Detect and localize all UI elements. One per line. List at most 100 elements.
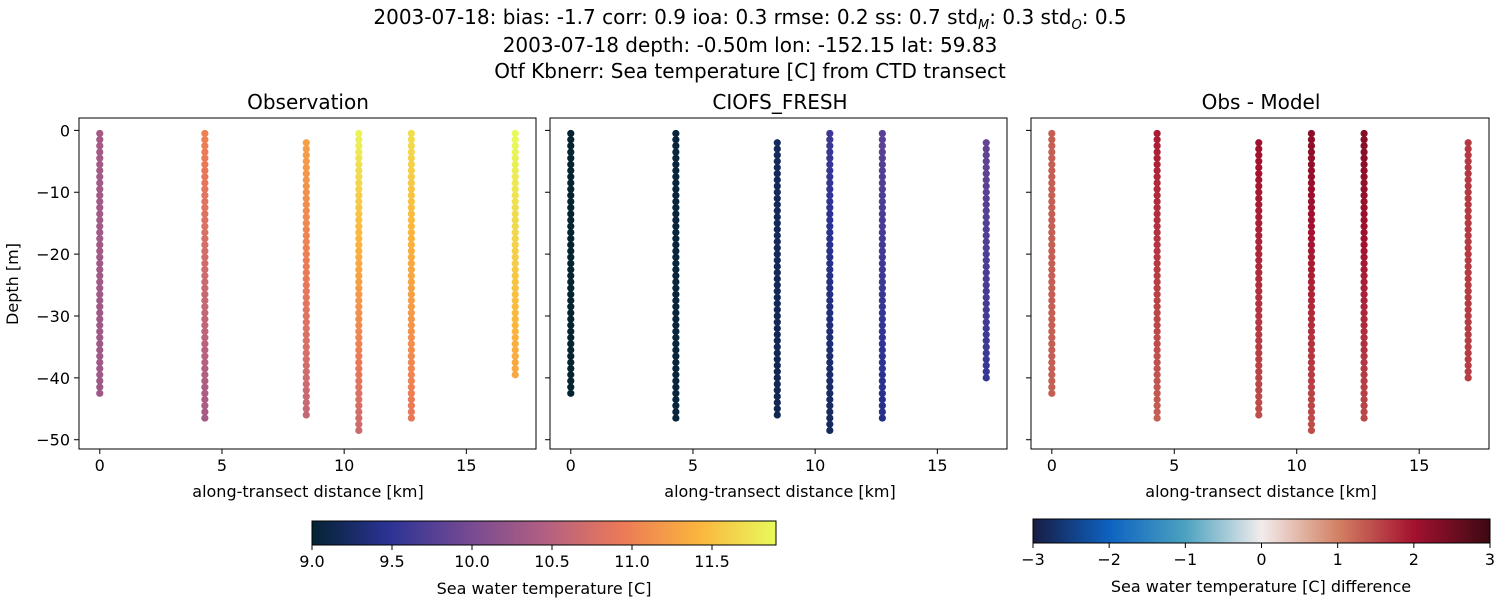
- data-point: [982, 287, 990, 295]
- data-point: [773, 343, 781, 351]
- data-point: [201, 309, 209, 317]
- data-point: [1255, 176, 1263, 184]
- data-point: [1360, 408, 1368, 416]
- data-point: [355, 154, 363, 162]
- data-point: [1153, 253, 1161, 261]
- data-point: [96, 334, 104, 342]
- data-point: [1048, 185, 1056, 193]
- data-point: [1360, 346, 1368, 354]
- data-point: [672, 148, 680, 156]
- data-point: [826, 235, 834, 243]
- colorbar-tick-label: 10.0: [454, 552, 490, 571]
- data-point: [201, 148, 209, 156]
- data-point: [96, 364, 104, 373]
- data-point: [982, 219, 990, 227]
- colorbar-gradient: [1032, 518, 1491, 544]
- data-point: [773, 225, 781, 233]
- data-point: [302, 343, 310, 351]
- data-point: [826, 420, 834, 428]
- data-point: [773, 176, 781, 184]
- data-point: [1255, 182, 1263, 190]
- data-point: [878, 334, 886, 342]
- data-point: [878, 166, 886, 175]
- colorbar-tick-label: 2: [1409, 550, 1419, 569]
- data-point: [567, 259, 575, 267]
- data-point: [826, 309, 834, 317]
- data-point: [1153, 364, 1161, 373]
- data-point: [407, 309, 415, 317]
- data-point: [407, 334, 415, 342]
- data-point: [302, 281, 310, 289]
- data-point: [826, 327, 834, 336]
- data-point: [1255, 318, 1263, 326]
- data-point: [1360, 228, 1368, 237]
- data-point: [672, 222, 680, 230]
- data-point: [567, 346, 575, 354]
- axes-frame: [549, 117, 1008, 450]
- data-point: [567, 136, 575, 144]
- data-point: [1255, 244, 1263, 252]
- data-point: [1153, 346, 1161, 354]
- data-point: [1360, 259, 1368, 267]
- data-point: [1464, 201, 1472, 209]
- data-point: [672, 334, 680, 342]
- data-point: [1307, 402, 1316, 410]
- data-point: [567, 321, 575, 329]
- data-point: [355, 241, 363, 249]
- data-point: [302, 269, 310, 277]
- data-point: [773, 157, 781, 165]
- axes-frame: [78, 117, 537, 450]
- data-point: [96, 303, 104, 311]
- data-point: [672, 259, 680, 267]
- data-point: [878, 228, 886, 237]
- data-point: [672, 408, 680, 416]
- data-point: [982, 238, 990, 246]
- data-point: [1255, 330, 1263, 339]
- data-point: [1464, 312, 1472, 320]
- data-point: [1464, 182, 1472, 190]
- data-point: [826, 321, 834, 329]
- data-point: [407, 241, 415, 249]
- data-point: [201, 408, 209, 416]
- data-point: [1307, 352, 1316, 360]
- data-point: [407, 383, 415, 391]
- data-point: [302, 176, 310, 184]
- data-point: [1153, 284, 1161, 292]
- data-point: [1464, 306, 1472, 314]
- data-point: [1360, 235, 1368, 243]
- data-point: [511, 228, 519, 237]
- data-point: [1360, 272, 1368, 280]
- data-point: [1048, 197, 1056, 206]
- data-point: [1464, 324, 1472, 332]
- data-point: [567, 364, 575, 373]
- data-point: [1153, 414, 1161, 422]
- data-point: [201, 272, 209, 280]
- data-point: [1048, 352, 1056, 360]
- data-point: [826, 414, 834, 422]
- data-point: [1464, 231, 1472, 240]
- data-point: [1255, 238, 1263, 246]
- data-point: [96, 136, 104, 144]
- data-point: [982, 250, 990, 258]
- data-point: [302, 207, 310, 215]
- data-point: [1153, 278, 1161, 286]
- data-point: [355, 173, 363, 181]
- data-point: [1048, 340, 1056, 348]
- data-point: [355, 334, 363, 342]
- data-point: [511, 315, 519, 323]
- data-point: [982, 157, 990, 165]
- data-point: [567, 154, 575, 162]
- data-point: [355, 290, 363, 298]
- data-point: [1307, 204, 1316, 212]
- data-point: [1255, 380, 1263, 388]
- data-point: [96, 377, 104, 385]
- data-point: [878, 272, 886, 280]
- data-point: [1153, 160, 1161, 168]
- data-point: [1153, 383, 1161, 391]
- data-point: [1307, 222, 1316, 230]
- data-point: [1153, 389, 1161, 397]
- data-point: [826, 247, 834, 255]
- data-point: [1464, 300, 1472, 308]
- data-point: [982, 256, 990, 264]
- data-point: [96, 197, 104, 206]
